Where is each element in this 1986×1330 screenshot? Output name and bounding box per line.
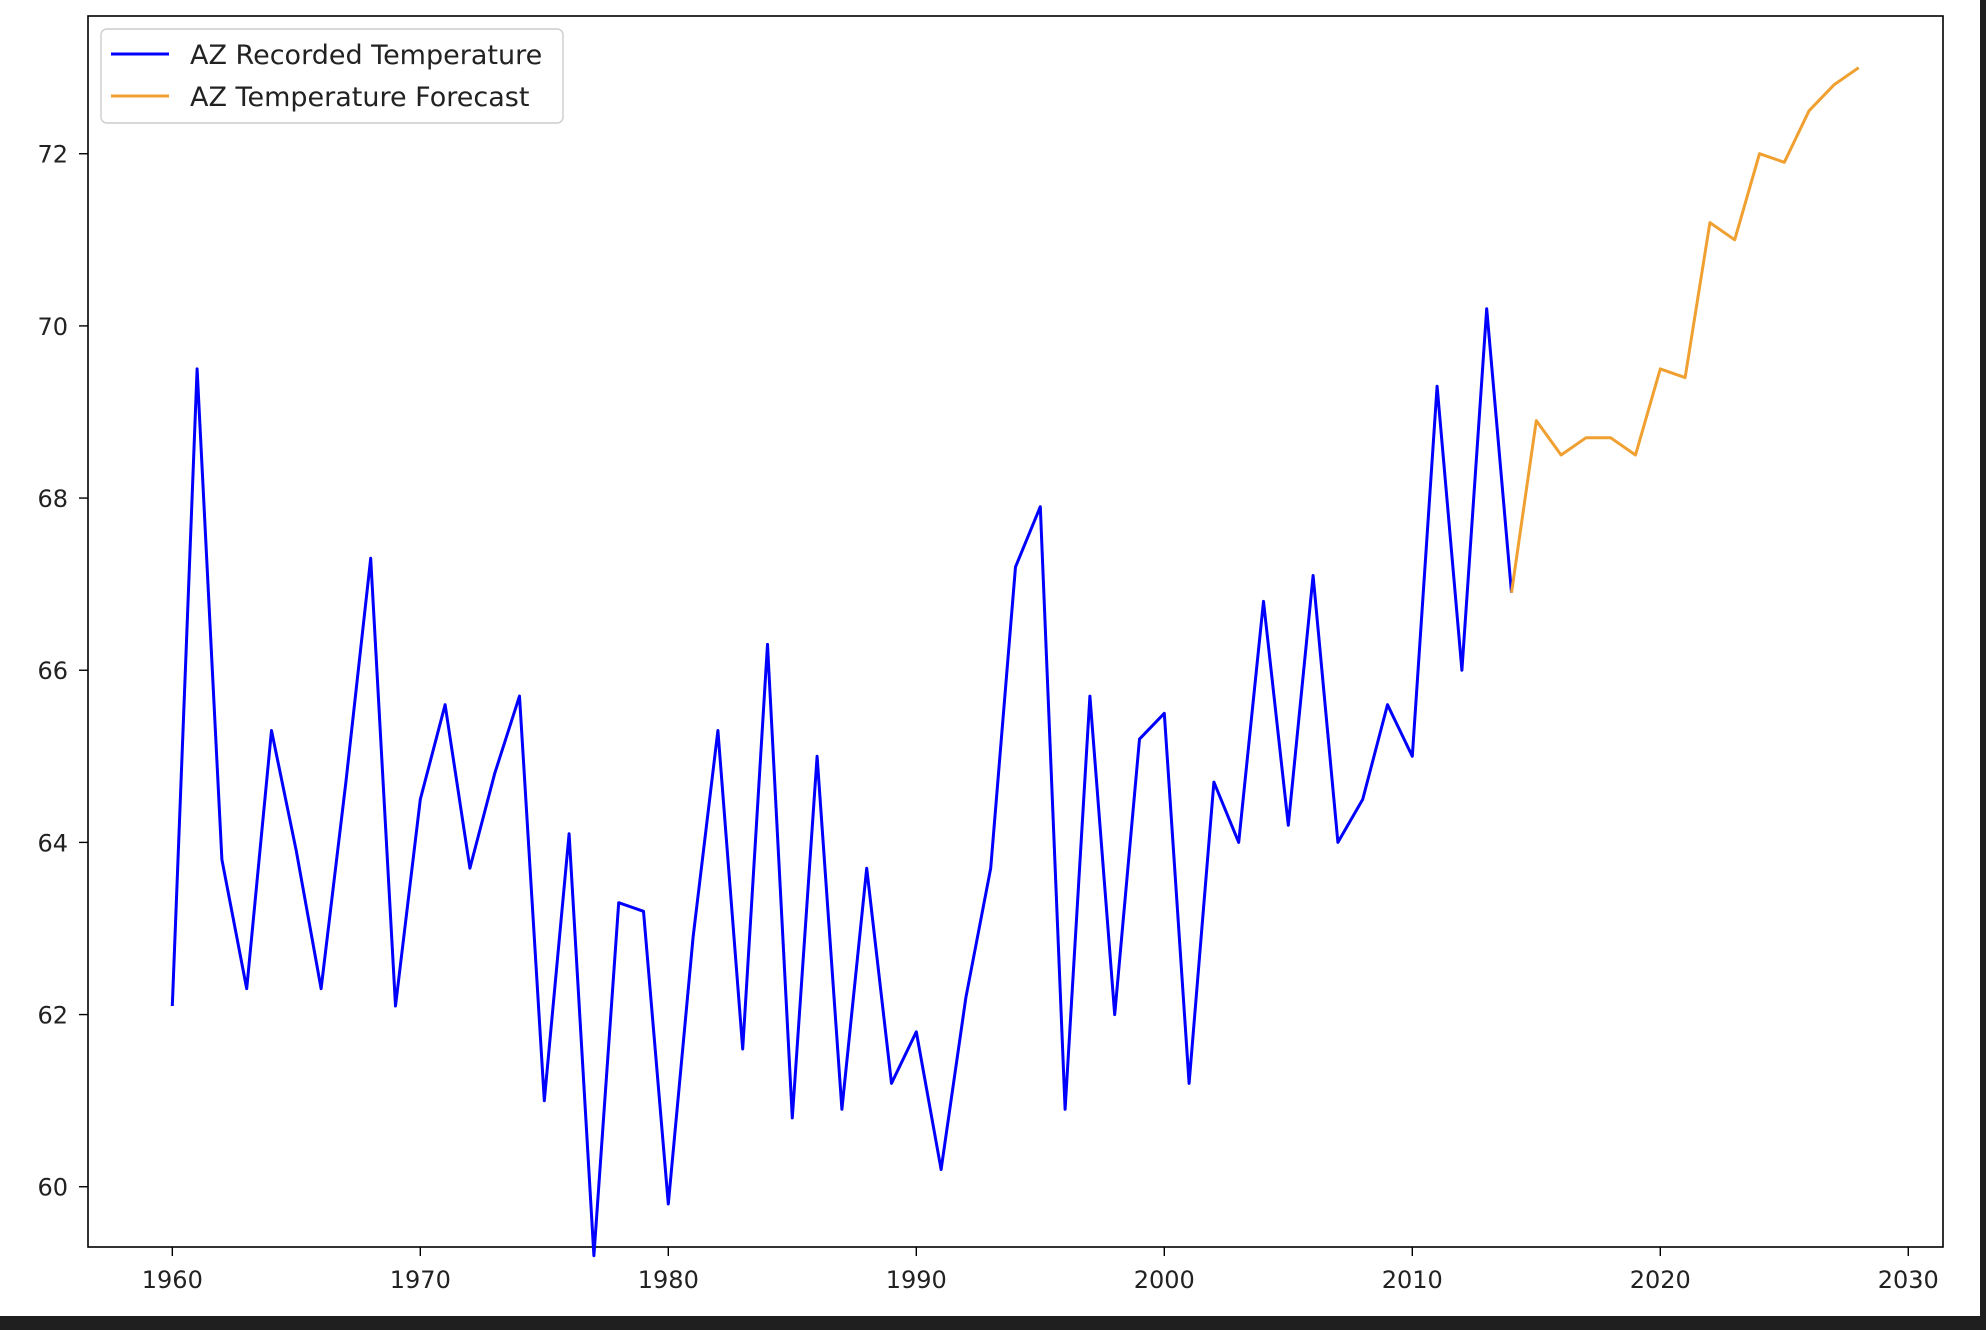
y-tick-label: 62 bbox=[37, 1002, 68, 1030]
y-tick-label: 72 bbox=[37, 141, 68, 169]
legend-label: AZ Recorded Temperature bbox=[190, 40, 542, 71]
y-axis: 60 62 64 66 68 70 72 bbox=[37, 141, 88, 1202]
y-tick-label: 64 bbox=[37, 829, 68, 857]
x-tick-label: 1990 bbox=[886, 1266, 947, 1294]
x-tick-label: 1980 bbox=[638, 1266, 699, 1294]
series-line-1 bbox=[170, 307, 1513, 1258]
axes-frame bbox=[87, 15, 1944, 1248]
plot-area bbox=[87, 15, 1944, 1248]
x-axis: 1960 1970 1980 1990 2000 2010 2020 2030 bbox=[142, 1247, 1939, 1294]
x-tick-label: 1970 bbox=[390, 1266, 451, 1294]
legend-label: AZ Temperature Forecast bbox=[190, 82, 529, 113]
series-line-2 bbox=[1510, 66, 1860, 594]
y-tick-label: 70 bbox=[37, 313, 68, 341]
series-layer bbox=[170, 66, 1860, 1258]
x-tick-label: 2020 bbox=[1630, 1266, 1691, 1294]
legend: AZ Recorded Temperature AZ Temperature Fo… bbox=[100, 28, 564, 124]
y-tick-label: 66 bbox=[37, 657, 68, 685]
x-tick-label: 2010 bbox=[1382, 1266, 1443, 1294]
y-tick-label: 60 bbox=[37, 1174, 68, 1202]
x-tick-label: 1960 bbox=[142, 1266, 203, 1294]
y-tick-label: 68 bbox=[37, 485, 68, 513]
legend-box bbox=[100, 28, 564, 124]
x-tick-label: 2000 bbox=[1134, 1266, 1195, 1294]
x-tick-label: 2030 bbox=[1878, 1266, 1939, 1294]
